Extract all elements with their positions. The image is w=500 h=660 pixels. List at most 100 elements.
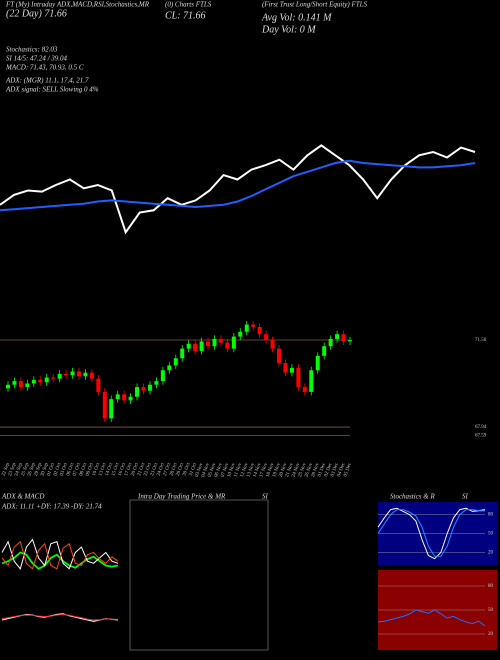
x-tick-label: 25 Sep (21, 462, 31, 477)
x-tick-label: 10 Nov (227, 462, 237, 478)
x-tick-label: 02 Oct (53, 462, 63, 477)
candle-body (257, 326, 262, 335)
candle-body (225, 342, 230, 349)
candle-body (218, 339, 223, 343)
y-tick-label: 20 (488, 551, 494, 556)
x-tick-label: 15 Oct (111, 462, 121, 477)
candle-body (315, 355, 320, 371)
series-line (1, 540, 119, 570)
header-left: FT (My) Intraday ADX,MACD,RSI,Stochastic… (5, 1, 150, 9)
x-tick-label: 29 Sep (34, 462, 44, 477)
x-tick-label: 02 Dec (324, 462, 334, 478)
x-tick-label: 05 Nov (208, 462, 218, 478)
x-tick-label: 22 Oct (144, 462, 154, 477)
x-tick-label: 09 Oct (86, 462, 96, 477)
header-left: (22 Day) 71.66 (6, 8, 67, 19)
series-line (1, 538, 119, 570)
header-center: CL: 71.66 (165, 10, 206, 21)
candle-body (160, 370, 165, 382)
x-tick-label: 23 Sep (8, 462, 18, 477)
candle-body (302, 387, 307, 392)
x-tick-label: 27 Oct (163, 462, 173, 477)
header-center: (0) Charts FTLS (165, 1, 212, 9)
candle-body (128, 396, 133, 401)
candle-body (231, 336, 236, 349)
y-tick-label: 20 (488, 632, 494, 637)
x-tick-label: 24 Oct (157, 462, 167, 477)
x-tick-label: 07 Nov (221, 462, 231, 478)
candle-body (335, 334, 340, 340)
candle-body (277, 348, 282, 364)
candle-body (51, 377, 56, 379)
stat: MACD: 71.43, 70.93, 0.5 C (5, 64, 84, 72)
candle-body (25, 383, 30, 388)
candle-body (154, 381, 159, 385)
candle-body (251, 324, 256, 327)
x-tick-label: 03 Dec (330, 462, 340, 478)
y-tick-label: 80 (488, 584, 494, 589)
candle-body (244, 324, 249, 332)
x-tick-label: 13 Nov (246, 462, 256, 478)
panel-subtitle: SI (262, 493, 269, 501)
candle-body (57, 373, 62, 379)
y-tick-label: 67.59 (475, 434, 487, 439)
panel-subtitle: SI (462, 493, 469, 501)
candle-body (193, 343, 198, 352)
candle-body (283, 363, 288, 373)
candle-body (38, 379, 43, 383)
candle-body (12, 381, 17, 385)
x-tick-label: 01 Dec (318, 462, 328, 478)
x-tick-label: 07 Oct (73, 462, 83, 477)
x-tick-label: 06 Nov (214, 462, 224, 478)
header-right: Day Vol: 0 M (261, 24, 316, 35)
x-tick-label: 10 Oct (92, 462, 102, 477)
x-tick-label: 23 Oct (150, 462, 160, 477)
candle-body (264, 334, 269, 341)
candle-body (31, 379, 36, 384)
candle-body (109, 399, 114, 419)
candle-body (238, 331, 243, 337)
x-tick-label: 05 Dec (343, 462, 353, 478)
x-tick-label: 22 Sep (2, 462, 12, 477)
panel-title: ADX & MACD (1, 493, 44, 501)
y-tick-label: 50 (488, 608, 494, 613)
candle-body (167, 365, 172, 371)
panel-subtitle: ADX: 11.11 +DY: 17.39 -DY: 21.74 (1, 503, 102, 511)
x-tick-label: 18 Nov (266, 462, 276, 478)
x-tick-label: 06 Oct (66, 462, 76, 477)
candle-body (348, 340, 352, 342)
x-tick-label: 17 Nov (259, 462, 269, 478)
y-tick-label: 71.56 (475, 338, 487, 343)
x-tick-label: 17 Oct (124, 462, 134, 477)
x-tick-label: 24 Sep (14, 462, 24, 477)
candle-body (44, 377, 49, 383)
x-tick-label: 16 Oct (118, 462, 128, 477)
x-tick-label: 29 Oct (176, 462, 186, 477)
x-tick-label: 26 Sep (27, 462, 37, 477)
series-line (0, 144, 476, 235)
candle-body (322, 346, 327, 356)
stat: SI 14/5: 47.24 / 39.04 (6, 55, 68, 63)
y-tick-label: 67.94 (475, 425, 487, 430)
candle-body (173, 358, 178, 366)
x-tick-label: 31 Oct (189, 462, 199, 477)
candle-body (296, 367, 301, 388)
x-tick-label: 11 Nov (234, 462, 244, 478)
x-tick-label: 14 Nov (253, 462, 263, 478)
series-line (1, 613, 119, 621)
panel-title: Intra Day Trading Price & MR (137, 493, 226, 501)
candle-body (328, 339, 333, 347)
x-tick-label: 20 Nov (279, 462, 289, 478)
x-tick-label: 26 Nov (304, 462, 314, 478)
x-tick-label: 03 Oct (60, 462, 70, 477)
x-tick-label: 14 Oct (105, 462, 115, 477)
series-line (377, 609, 486, 627)
x-tick-label: 01 Oct (47, 462, 57, 477)
x-tick-label: 28 Nov (311, 462, 321, 478)
stat: ADX signal: SELL Slowing 0 4% (5, 86, 99, 94)
series-line (0, 159, 476, 212)
x-tick-label: 30 Oct (182, 462, 192, 477)
x-tick-label: 04 Dec (337, 462, 347, 478)
x-tick-label: 19 Nov (272, 462, 282, 478)
